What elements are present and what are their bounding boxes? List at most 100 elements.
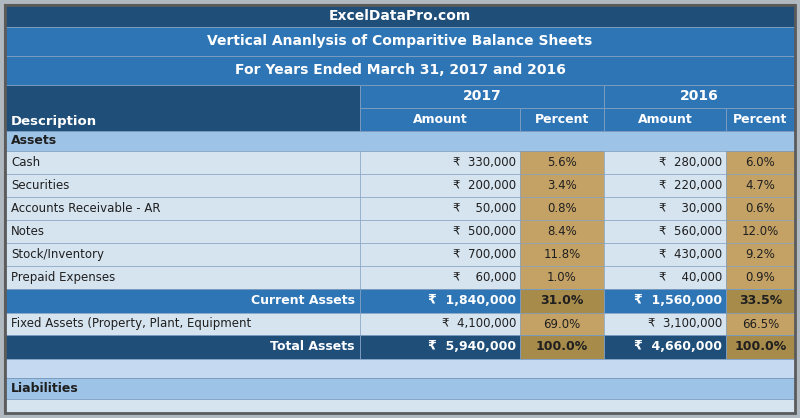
Bar [520, 243, 604, 266]
Text: Percent: Percent [535, 113, 589, 126]
Text: Prepaid Expenses: Prepaid Expenses [11, 271, 115, 284]
Bar [726, 289, 795, 313]
Text: 11.8%: 11.8% [543, 248, 581, 261]
Text: 12.0%: 12.0% [742, 225, 779, 238]
Bar [5, 220, 360, 243]
Bar [360, 108, 520, 131]
Bar [5, 197, 360, 220]
Text: ₹  560,000: ₹ 560,000 [659, 225, 722, 238]
Bar [360, 243, 520, 266]
Bar [5, 399, 795, 413]
Text: Total Assets: Total Assets [270, 341, 355, 354]
Text: 69.0%: 69.0% [543, 318, 581, 331]
Bar [5, 151, 360, 174]
Text: 100.0%: 100.0% [734, 341, 786, 354]
Text: ₹  430,000: ₹ 430,000 [659, 248, 722, 261]
Text: 5.6%: 5.6% [547, 156, 577, 169]
Bar [520, 335, 604, 359]
Text: Current Assets: Current Assets [251, 295, 355, 308]
Text: ₹    60,000: ₹ 60,000 [453, 271, 516, 284]
Text: Notes: Notes [11, 225, 45, 238]
Bar [360, 220, 520, 243]
Text: ₹  1,840,000: ₹ 1,840,000 [428, 295, 516, 308]
Bar [360, 335, 520, 359]
Bar [604, 313, 726, 335]
Bar [5, 359, 795, 378]
Bar [604, 220, 726, 243]
Bar [520, 108, 604, 131]
Text: 2017: 2017 [462, 89, 502, 104]
Bar [520, 289, 604, 313]
Text: 0.9%: 0.9% [746, 271, 775, 284]
Bar [520, 151, 604, 174]
Bar [360, 151, 520, 174]
Bar [726, 266, 795, 289]
Bar [726, 108, 795, 131]
Bar [726, 313, 795, 335]
Text: 4.7%: 4.7% [746, 179, 775, 192]
Bar [604, 243, 726, 266]
Text: ₹    50,000: ₹ 50,000 [453, 202, 516, 215]
Text: ExcelDataPro.com: ExcelDataPro.com [329, 9, 471, 23]
Text: 0.6%: 0.6% [746, 202, 775, 215]
Bar [5, 85, 360, 131]
Bar [5, 378, 795, 399]
Bar [5, 335, 360, 359]
Text: Cash: Cash [11, 156, 40, 169]
Bar [5, 108, 360, 131]
Text: Percent: Percent [734, 113, 788, 126]
Text: Securities: Securities [11, 179, 70, 192]
Text: 3.4%: 3.4% [547, 179, 577, 192]
Bar [5, 56, 795, 85]
Bar [5, 174, 360, 197]
Bar [604, 151, 726, 174]
Bar [5, 289, 360, 313]
Bar [360, 197, 520, 220]
Bar [360, 289, 520, 313]
Text: Accounts Receivable - AR: Accounts Receivable - AR [11, 202, 161, 215]
Text: Description: Description [11, 115, 97, 127]
Bar [726, 151, 795, 174]
Text: Stock/Inventory: Stock/Inventory [11, 248, 104, 261]
Text: ₹  700,000: ₹ 700,000 [453, 248, 516, 261]
Bar [5, 27, 795, 56]
Text: ₹  220,000: ₹ 220,000 [658, 179, 722, 192]
Text: ₹    30,000: ₹ 30,000 [659, 202, 722, 215]
Text: ₹  3,100,000: ₹ 3,100,000 [648, 318, 722, 331]
Bar [726, 197, 795, 220]
Text: ₹  280,000: ₹ 280,000 [659, 156, 722, 169]
Text: 2016: 2016 [680, 89, 719, 104]
Bar [604, 266, 726, 289]
Bar [5, 5, 795, 27]
Bar [520, 220, 604, 243]
Bar [360, 85, 604, 108]
Bar [604, 197, 726, 220]
Text: ₹  200,000: ₹ 200,000 [453, 179, 516, 192]
Text: ₹  500,000: ₹ 500,000 [453, 225, 516, 238]
Text: Vertical Ananlysis of Comparitive Balance Sheets: Vertical Ananlysis of Comparitive Balanc… [207, 35, 593, 48]
Bar [604, 174, 726, 197]
Text: 33.5%: 33.5% [739, 295, 782, 308]
Text: ₹  1,560,000: ₹ 1,560,000 [634, 295, 722, 308]
Bar [726, 243, 795, 266]
Text: ₹    40,000: ₹ 40,000 [658, 271, 722, 284]
Bar [520, 197, 604, 220]
Text: Assets: Assets [11, 135, 57, 148]
Bar [726, 174, 795, 197]
Bar [360, 174, 520, 197]
Text: 8.4%: 8.4% [547, 225, 577, 238]
Bar [726, 220, 795, 243]
Bar [520, 266, 604, 289]
Text: 0.8%: 0.8% [547, 202, 577, 215]
Text: Amount: Amount [413, 113, 467, 126]
Bar [360, 266, 520, 289]
Bar [5, 266, 360, 289]
Text: ₹  5,940,000: ₹ 5,940,000 [428, 341, 516, 354]
Text: ₹  330,000: ₹ 330,000 [453, 156, 516, 169]
Bar [726, 335, 795, 359]
Text: 1.0%: 1.0% [547, 271, 577, 284]
Bar [5, 131, 795, 151]
Bar [604, 108, 726, 131]
Text: 66.5%: 66.5% [742, 318, 779, 331]
Text: 6.0%: 6.0% [746, 156, 775, 169]
